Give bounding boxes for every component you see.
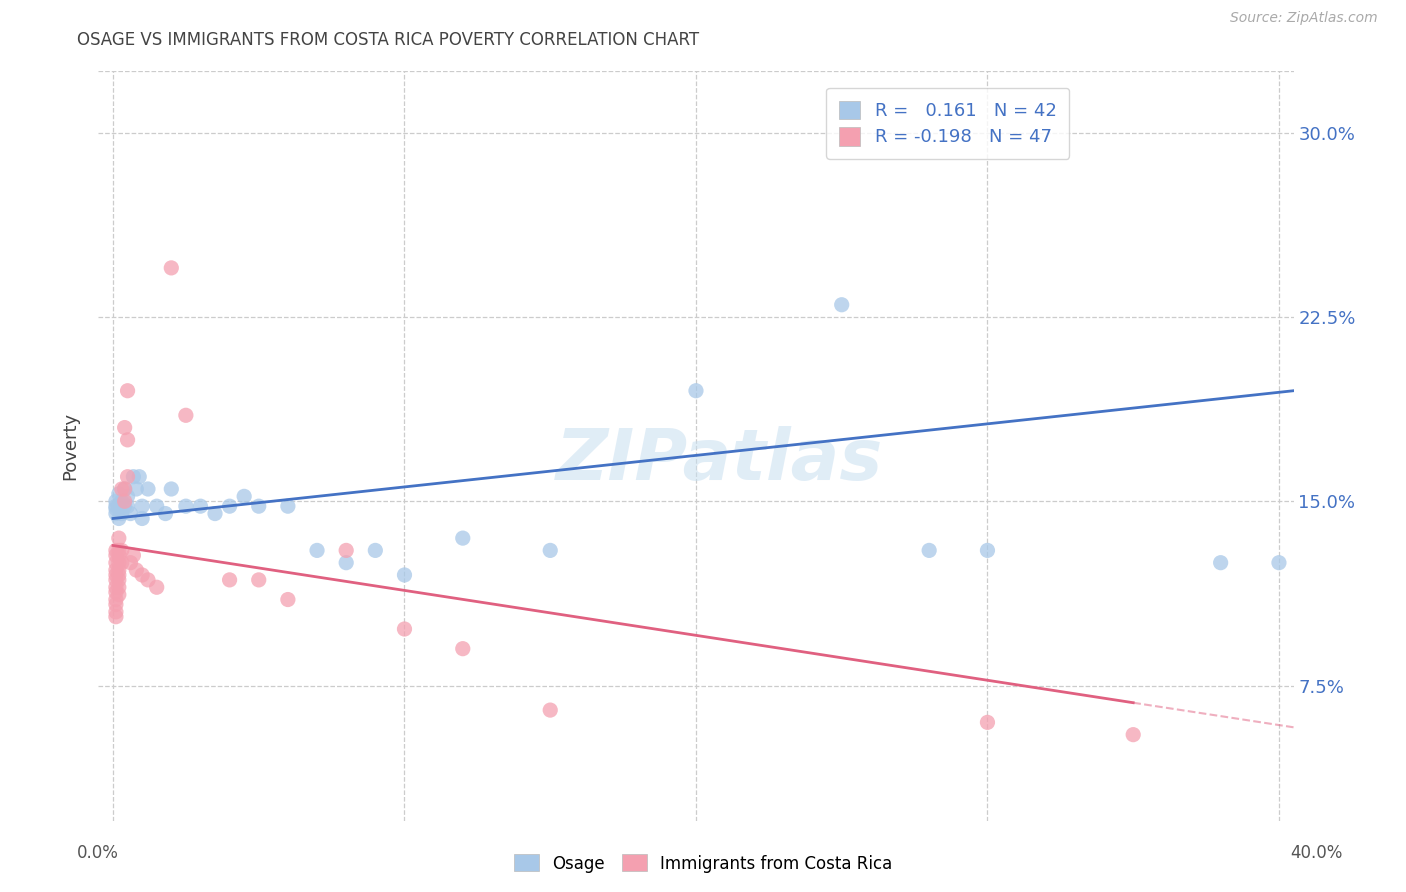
Point xyxy=(125,482,148,496)
Point xyxy=(335,556,357,570)
Point xyxy=(131,511,153,525)
Point xyxy=(108,563,131,577)
Point xyxy=(108,511,131,525)
Point xyxy=(108,543,131,558)
Point xyxy=(538,543,561,558)
Y-axis label: Poverty: Poverty xyxy=(62,412,80,480)
Point xyxy=(104,543,127,558)
Point xyxy=(1122,728,1144,742)
Point xyxy=(335,543,357,558)
Point xyxy=(831,298,853,312)
Point xyxy=(451,641,474,656)
Point xyxy=(108,580,131,594)
Point xyxy=(104,568,127,582)
Point xyxy=(114,482,136,496)
Point xyxy=(394,568,416,582)
Point xyxy=(247,573,270,587)
Point xyxy=(277,499,299,513)
Point xyxy=(451,531,474,545)
Text: OSAGE VS IMMIGRANTS FROM COSTA RICA POVERTY CORRELATION CHART: OSAGE VS IMMIGRANTS FROM COSTA RICA POVE… xyxy=(77,31,699,49)
Point xyxy=(136,482,159,496)
Point xyxy=(111,543,134,558)
Point xyxy=(108,588,131,602)
Point xyxy=(277,592,299,607)
Point xyxy=(136,573,159,587)
Point xyxy=(190,499,212,513)
Point xyxy=(108,568,131,582)
Legend: R =   0.161   N = 42, R = -0.198   N = 47: R = 0.161 N = 42, R = -0.198 N = 47 xyxy=(827,88,1070,159)
Text: Source: ZipAtlas.com: Source: ZipAtlas.com xyxy=(1230,12,1378,25)
Point xyxy=(117,384,139,398)
Point xyxy=(120,507,142,521)
Point xyxy=(1209,556,1232,570)
Point xyxy=(125,563,148,577)
Point xyxy=(114,494,136,508)
Point xyxy=(104,507,127,521)
Point xyxy=(131,568,153,582)
Point xyxy=(1268,556,1291,570)
Legend: Osage, Immigrants from Costa Rica: Osage, Immigrants from Costa Rica xyxy=(508,847,898,880)
Point xyxy=(160,260,183,275)
Point xyxy=(155,507,177,521)
Point xyxy=(108,573,131,587)
Text: 0.0%: 0.0% xyxy=(77,844,120,862)
Point xyxy=(145,580,167,594)
Point xyxy=(111,507,134,521)
Point xyxy=(918,543,941,558)
Point xyxy=(117,433,139,447)
Point xyxy=(538,703,561,717)
Point xyxy=(685,384,707,398)
Point xyxy=(111,556,134,570)
Point xyxy=(108,487,131,501)
Point xyxy=(108,499,131,513)
Point xyxy=(117,469,139,483)
Point xyxy=(111,482,134,496)
Point xyxy=(122,549,145,563)
Point xyxy=(104,501,127,516)
Point xyxy=(976,715,998,730)
Point xyxy=(114,499,136,513)
Point xyxy=(108,549,131,563)
Text: ZIPatlas: ZIPatlas xyxy=(557,426,883,495)
Point xyxy=(104,609,127,624)
Point xyxy=(104,605,127,619)
Point xyxy=(104,556,127,570)
Point xyxy=(114,482,136,496)
Point xyxy=(114,420,136,434)
Point xyxy=(108,531,131,545)
Point xyxy=(117,499,139,513)
Point xyxy=(104,549,127,563)
Point xyxy=(104,573,127,587)
Point xyxy=(233,489,256,503)
Point xyxy=(305,543,328,558)
Point xyxy=(364,543,387,558)
Point xyxy=(104,585,127,599)
Point xyxy=(104,499,127,513)
Point xyxy=(104,592,127,607)
Point xyxy=(108,556,131,570)
Point xyxy=(117,489,139,503)
Text: 40.0%: 40.0% xyxy=(1291,844,1343,862)
Point xyxy=(111,494,134,508)
Point xyxy=(174,409,197,423)
Point xyxy=(128,469,150,483)
Point xyxy=(204,507,226,521)
Point xyxy=(104,563,127,577)
Point xyxy=(104,598,127,612)
Point xyxy=(104,580,127,594)
Point xyxy=(145,499,167,513)
Point xyxy=(122,469,145,483)
Point xyxy=(394,622,416,636)
Point xyxy=(976,543,998,558)
Point xyxy=(174,499,197,513)
Point xyxy=(131,499,153,513)
Point xyxy=(218,499,240,513)
Point xyxy=(247,499,270,513)
Point xyxy=(160,482,183,496)
Point xyxy=(104,494,127,508)
Point xyxy=(120,556,142,570)
Point xyxy=(218,573,240,587)
